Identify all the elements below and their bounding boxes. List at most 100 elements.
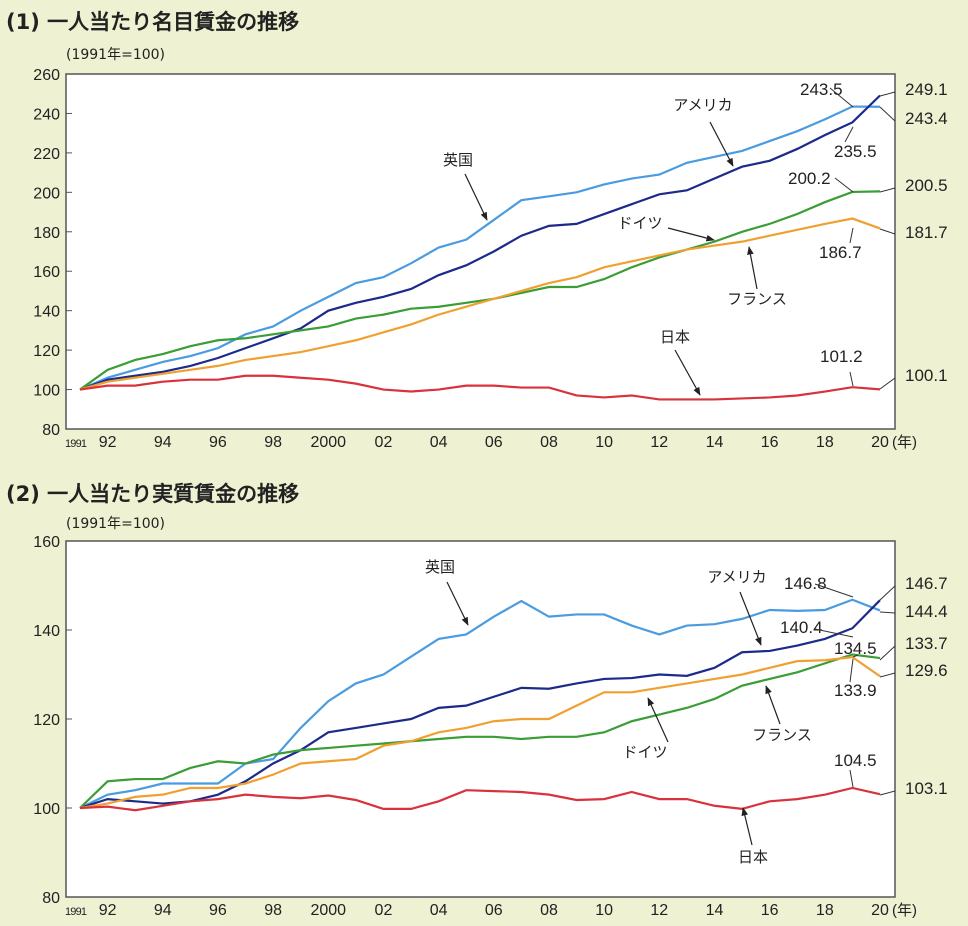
- y-tick-label: 160: [33, 264, 60, 281]
- x-tick-label: 10: [595, 902, 613, 919]
- chart2-base-note: (1991年=100): [66, 516, 166, 532]
- y-tick-label: 140: [33, 304, 60, 321]
- series-line-3: [79, 217, 881, 391]
- series-line-0: [79, 598, 881, 809]
- x-tick-label: 92: [99, 434, 117, 451]
- value-annotation-leader: [829, 87, 854, 108]
- series-label: 日本: [660, 329, 690, 346]
- value-annotation: 200.2: [788, 169, 831, 188]
- y-tick-label: 80: [42, 890, 60, 907]
- y-tick-label: 100: [33, 383, 60, 400]
- value-annotation-leader: [814, 628, 854, 638]
- value-annotation: 103.1: [905, 779, 948, 798]
- x-tick-label: 02: [375, 434, 393, 451]
- value-annotation-leader: [834, 177, 854, 193]
- x-tick-label: 10: [595, 434, 613, 451]
- value-annotation: 146.7: [905, 574, 948, 593]
- value-annotation-leader: [879, 585, 896, 601]
- value-annotation-leader: [849, 769, 854, 788]
- x-tick-label: 14: [706, 902, 724, 919]
- x-tick-label: 94: [154, 902, 172, 919]
- value-annotation: 104.5: [834, 751, 877, 770]
- series-label: ドイツ: [617, 215, 662, 232]
- x-tick-label: 12: [650, 902, 668, 919]
- y-tick-label: 140: [33, 623, 60, 640]
- value-annotation-leader: [849, 227, 854, 244]
- chart1-plot-area: [65, 73, 896, 430]
- value-annotation: 129.6: [905, 661, 948, 680]
- y-tick-label: 200: [33, 185, 60, 202]
- series-label: アメリカ: [673, 97, 732, 114]
- x-tick-label: 16: [761, 902, 779, 919]
- value-annotation-leader: [879, 106, 896, 122]
- y-tick-label: 160: [33, 534, 60, 551]
- x-tick-label: 96: [209, 902, 227, 919]
- x-tick-label: 1991: [65, 438, 87, 450]
- y-tick-label: 100: [33, 801, 60, 818]
- series-label-arrow: [464, 173, 488, 221]
- value-annotation: 235.5: [834, 142, 877, 161]
- x-tick-label: 20: [871, 434, 889, 451]
- value-annotation: 144.4: [905, 602, 948, 621]
- series-label: 英国: [425, 558, 455, 576]
- value-annotation: 101.2: [820, 347, 863, 366]
- x-tick-label: 04: [430, 434, 448, 451]
- x-tick-label: 18: [816, 902, 834, 919]
- value-annotation-leader: [814, 583, 854, 598]
- x-tick-label: 02: [375, 902, 393, 919]
- series-label-arrow: [739, 591, 762, 646]
- series-line-1: [79, 94, 881, 391]
- value-annotation: 133.9: [834, 681, 877, 700]
- value-annotation: 181.7: [905, 223, 948, 242]
- value-annotation-leader: [879, 377, 896, 390]
- x-tick-label: 98: [264, 434, 282, 451]
- value-annotation: 186.7: [819, 243, 862, 262]
- x-tick-label: 08: [540, 434, 558, 451]
- x-tick-label: 14: [706, 434, 724, 451]
- x-tick-label: 06: [485, 434, 503, 451]
- series-line-1: [79, 599, 881, 810]
- value-annotation: 243.4: [905, 109, 948, 128]
- value-annotation-leader: [879, 91, 896, 97]
- value-annotation-leader: [879, 611, 896, 614]
- x-tick-label: 92: [99, 902, 117, 919]
- x-tick-label: 20: [871, 902, 889, 919]
- x-tick-label: 2000: [310, 434, 346, 451]
- chart1-base-note: (1991年=100): [66, 47, 166, 63]
- series-label-arrow: [709, 121, 734, 167]
- x-tick-label: 1991: [65, 906, 87, 918]
- y-tick-label: 220: [33, 146, 60, 163]
- y-tick-label: 120: [33, 712, 60, 729]
- series-line-3: [79, 656, 881, 810]
- series-label: アメリカ: [707, 569, 766, 586]
- x-tick-label: 16: [761, 434, 779, 451]
- chart1-title: (1) 一人当たり名目賃金の推移: [6, 10, 300, 34]
- chart2-title: (2) 一人当たり実質賃金の推移: [6, 482, 300, 506]
- value-annotation-leader: [879, 790, 896, 796]
- value-annotation: 243.5: [800, 80, 843, 99]
- y-tick-label: 260: [33, 67, 60, 84]
- value-annotation-leader: [879, 672, 896, 678]
- value-annotation: 140.4: [780, 618, 823, 637]
- value-annotation: 146.8: [784, 574, 827, 593]
- value-annotation-leader: [844, 126, 854, 143]
- x-tick-label: 04: [430, 902, 448, 919]
- series-line-2: [79, 190, 881, 391]
- x-unit-label: (年): [892, 902, 917, 919]
- value-annotation: 200.5: [905, 176, 948, 195]
- y-tick-label: 120: [33, 343, 60, 360]
- value-annotation-leader: [849, 371, 854, 387]
- series-label-arrow: [747, 246, 758, 290]
- value-annotation-leader: [879, 228, 896, 235]
- x-tick-label: 94: [154, 434, 172, 451]
- y-tick-label: 240: [33, 106, 60, 123]
- series-label: フランス: [727, 291, 787, 308]
- x-tick-label: 2000: [310, 902, 346, 919]
- series-label-arrow: [741, 807, 753, 846]
- value-annotation-leader: [879, 187, 896, 193]
- series-label-arrow: [647, 697, 669, 743]
- x-unit-label: (年): [892, 434, 917, 451]
- value-annotation-leader: [849, 658, 854, 683]
- value-annotation: 100.1: [905, 366, 948, 385]
